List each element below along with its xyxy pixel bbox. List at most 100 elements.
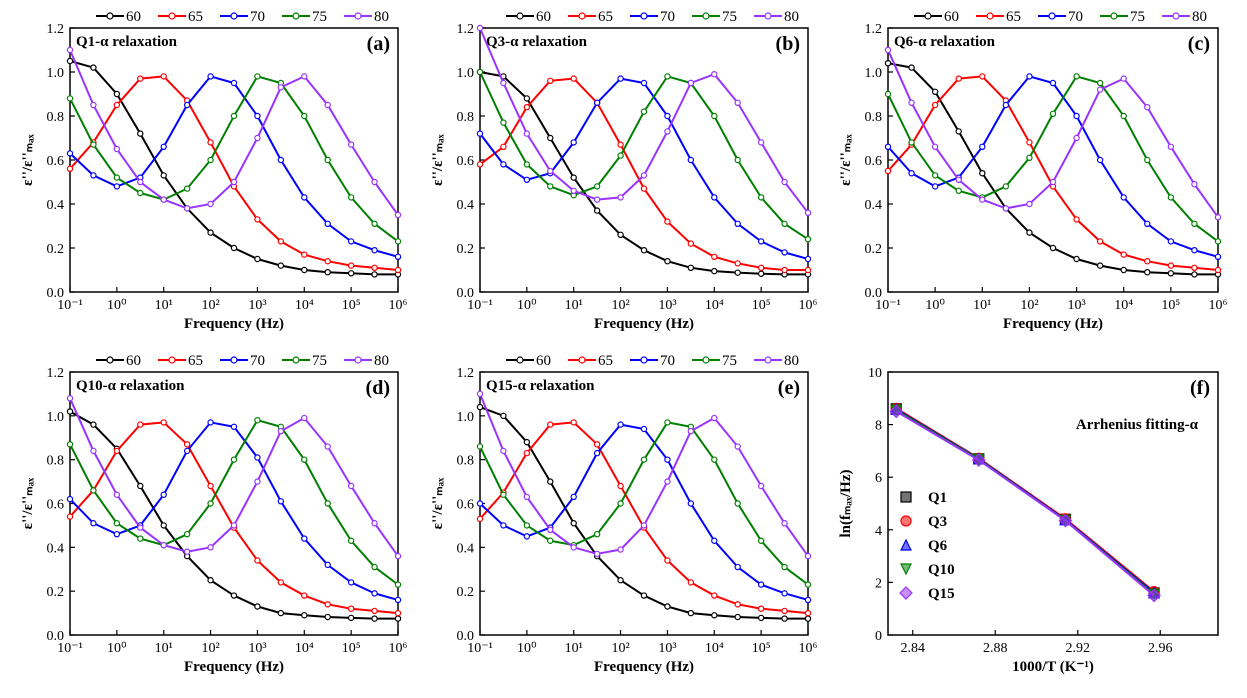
panel-title: Q15-α relaxation [486, 378, 595, 394]
data-point [301, 414, 308, 422]
data-point [1096, 238, 1104, 245]
data-point [90, 172, 97, 179]
data-point [523, 438, 531, 446]
data-point [207, 544, 214, 551]
data-point [570, 544, 577, 551]
data-point [664, 218, 671, 225]
data-point [781, 615, 788, 622]
data-point [931, 101, 939, 109]
data-point [1144, 156, 1151, 164]
data-point [324, 220, 331, 227]
y-tick-label: 0.0 [47, 286, 65, 301]
data-point [207, 156, 214, 164]
data-point [1026, 200, 1033, 208]
panel-label: (f) [1190, 377, 1210, 399]
legend-label: 75 [722, 353, 737, 369]
y-tick-label: 1.0 [457, 410, 475, 425]
data-point [1002, 183, 1010, 190]
y-axis-label: ε''/ε''ₘₐₓ [20, 477, 36, 529]
data-point [593, 441, 601, 448]
data-point [757, 139, 765, 146]
data-point [593, 207, 601, 214]
data-point [1120, 266, 1127, 274]
data-point [160, 172, 167, 179]
legend-label: 75 [722, 9, 737, 25]
data-point [884, 46, 892, 54]
data-point [1214, 253, 1222, 260]
data-point [137, 482, 144, 490]
y-tick-label: 0.6 [47, 154, 65, 169]
y-tick-label: 1.0 [47, 410, 65, 425]
data-point [113, 145, 121, 153]
data-point [711, 537, 718, 544]
data-point [664, 478, 671, 485]
data-point [711, 414, 718, 422]
legend-marker [230, 12, 238, 20]
data-point [277, 498, 285, 505]
data-point [394, 581, 402, 588]
data-point [183, 441, 191, 448]
x-tick-label: 10⁴ [705, 641, 724, 656]
data-point [640, 592, 648, 599]
y-tick-label: 6 [875, 471, 882, 486]
data-point [371, 246, 378, 254]
data-point [734, 613, 741, 621]
data-point [1167, 270, 1175, 277]
data-point [664, 258, 671, 265]
data-point [1026, 73, 1033, 80]
y-tick-label: 0.6 [457, 498, 475, 513]
data-point [781, 266, 788, 274]
data-point [1191, 180, 1198, 188]
y-tick-label: 0.6 [457, 154, 475, 169]
data-point [66, 165, 74, 172]
x-tick-label: 10⁰ [107, 298, 127, 313]
data-point [66, 441, 74, 448]
data-point [324, 500, 331, 507]
data-point [476, 130, 484, 137]
plot-frame [887, 371, 1219, 636]
data-point [371, 615, 378, 622]
y-tick-label: 0.8 [457, 110, 475, 125]
data-point [804, 235, 812, 243]
legend-label: 80 [374, 353, 389, 369]
data-point [547, 526, 554, 534]
data-point [371, 590, 378, 597]
data-point [394, 266, 402, 274]
data-point [570, 187, 577, 194]
data-point [113, 90, 121, 98]
legend-label: 65 [1006, 9, 1021, 25]
data-point [230, 592, 238, 599]
data-point [640, 246, 648, 254]
data-point [301, 251, 308, 258]
legend-marker [292, 12, 300, 20]
data-point [371, 264, 378, 271]
y-axis-label: ε''/ε''ₘₐₓ [430, 133, 446, 185]
data-point [523, 533, 531, 540]
y-tick-label: 0.4 [457, 198, 475, 213]
data-point [207, 577, 214, 584]
data-point [664, 128, 671, 135]
x-tick-label: 10⁰ [517, 298, 537, 313]
data-point [523, 95, 531, 102]
legend-marker [1172, 12, 1180, 20]
data-point [570, 139, 577, 146]
data-point [137, 421, 144, 428]
data-point [711, 592, 718, 599]
data-point [476, 443, 484, 450]
y-tick-label: 0.8 [47, 454, 65, 469]
annotation: Arrhenius fitting-α [1076, 417, 1199, 433]
data-point [113, 174, 121, 181]
data-point [640, 456, 648, 463]
data-point [113, 491, 121, 498]
data-point [884, 167, 892, 175]
data-point [781, 607, 788, 615]
legend-marker [516, 12, 524, 20]
y-tick-label: 0.2 [47, 585, 65, 600]
data-point [711, 253, 718, 260]
data-point [347, 262, 355, 269]
data-point [183, 530, 191, 538]
x-tick-label: 10³ [248, 641, 266, 656]
legend-label: 80 [374, 9, 389, 25]
data-point [687, 500, 695, 507]
